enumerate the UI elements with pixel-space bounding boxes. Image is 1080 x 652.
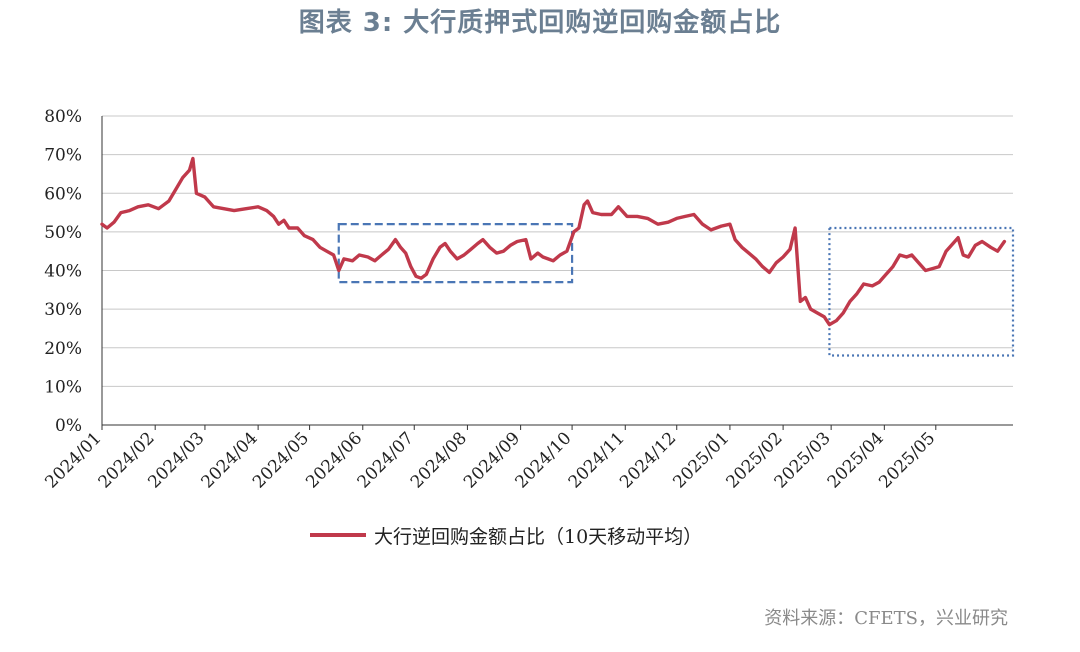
x-tick-label: 2024/08	[407, 428, 471, 492]
x-tick-label: 2024/09	[460, 428, 524, 492]
y-tick-label: 30%	[44, 300, 82, 320]
y-tick-label: 0%	[55, 416, 82, 436]
highlight-box-dashed	[337, 223, 574, 284]
x-axis: 2024/012024/022024/032024/042024/052024/…	[41, 425, 939, 492]
highlight-boxes	[337, 223, 1015, 357]
y-tick-label: 70%	[44, 146, 82, 166]
legend-label: 大行逆回购金额占比（10天移动平均）	[374, 525, 703, 548]
source-note: 资料来源：CFETS，兴业研究	[764, 608, 1008, 629]
chart-title: 图表 3: 大行质押式回购逆回购金额占比	[298, 8, 782, 38]
legend: 大行逆回购金额占比（10天移动平均）	[310, 522, 702, 548]
y-axis: 0% 10% 20% 30% 40% 50% 60% 70% 80%	[44, 107, 1013, 436]
grid	[102, 115, 1013, 387]
x-tick-label: 2024/01	[41, 428, 105, 492]
series	[100, 156, 1007, 327]
x-tick-label: 2024/04	[198, 428, 262, 492]
y-tick-label: 40%	[44, 262, 82, 282]
x-tick-label: 2024/05	[249, 428, 313, 492]
x-tick-label: 2024/06	[302, 428, 366, 492]
x-tick-label: 2024/07	[354, 428, 418, 492]
y-tick-label: 10%	[44, 377, 82, 397]
x-tick-label: 2025/04	[824, 428, 888, 492]
x-tick-label: 2024/11	[565, 428, 629, 492]
y-tick-label: 20%	[44, 339, 82, 359]
y-tick-label: 80%	[44, 107, 82, 127]
x-tick-label: 2025/01	[669, 428, 733, 492]
x-tick-label: 2024/12	[616, 428, 680, 492]
legend-swatch	[310, 533, 366, 537]
x-tick-label: 2024/10	[512, 428, 576, 492]
y-tick-label: 50%	[44, 223, 82, 243]
y-tick-label: 60%	[44, 184, 82, 204]
x-tick-label: 2025/05	[875, 428, 939, 492]
series-line	[100, 156, 1007, 327]
highlight-box-dotted	[828, 226, 1015, 357]
